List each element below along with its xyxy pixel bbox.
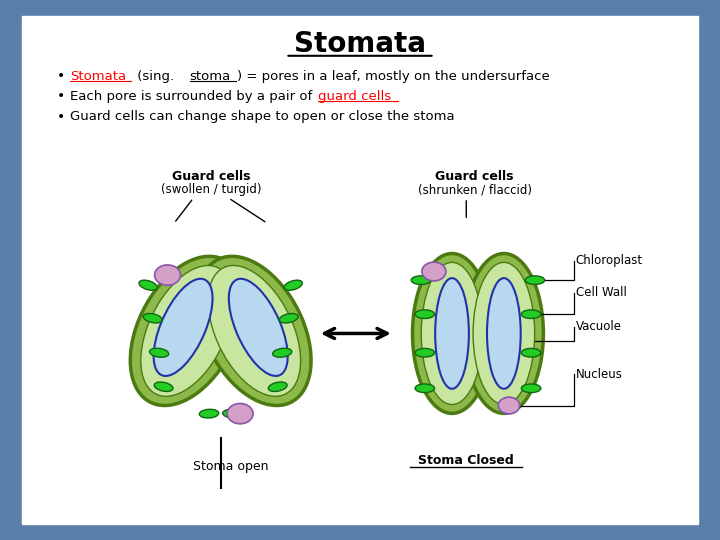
Ellipse shape — [269, 382, 287, 392]
Ellipse shape — [154, 382, 173, 392]
Ellipse shape — [130, 256, 243, 406]
Ellipse shape — [421, 262, 483, 404]
Ellipse shape — [526, 276, 545, 285]
Text: (sing.: (sing. — [132, 70, 178, 83]
Ellipse shape — [143, 314, 162, 323]
Text: •: • — [57, 69, 65, 83]
Text: Nucleus: Nucleus — [576, 368, 623, 381]
Text: stoma: stoma — [189, 70, 231, 83]
Ellipse shape — [141, 266, 233, 396]
Text: Stoma Closed: Stoma Closed — [418, 454, 514, 467]
Ellipse shape — [273, 348, 292, 357]
Ellipse shape — [413, 253, 492, 414]
Text: (shrunken / flaccid): (shrunken / flaccid) — [418, 184, 531, 197]
Text: (swollen / turgid): (swollen / turgid) — [161, 184, 261, 197]
Ellipse shape — [498, 397, 520, 414]
Ellipse shape — [229, 279, 288, 376]
Ellipse shape — [150, 348, 168, 357]
Ellipse shape — [199, 409, 219, 418]
Text: Chloroplast: Chloroplast — [576, 254, 643, 267]
Text: Guard cells: Guard cells — [171, 170, 251, 183]
Ellipse shape — [435, 278, 469, 389]
Text: •: • — [57, 90, 65, 103]
Text: Guard cells can change shape to open or close the stoma: Guard cells can change shape to open or … — [70, 110, 454, 123]
Text: Each pore is surrounded by a pair of: Each pore is surrounded by a pair of — [70, 90, 316, 103]
Ellipse shape — [487, 278, 521, 389]
Text: •: • — [57, 110, 65, 124]
Ellipse shape — [422, 262, 446, 281]
Ellipse shape — [415, 310, 435, 319]
Ellipse shape — [155, 265, 181, 285]
Ellipse shape — [411, 276, 431, 285]
Ellipse shape — [284, 280, 302, 291]
Ellipse shape — [153, 279, 212, 376]
Ellipse shape — [139, 280, 157, 291]
Text: Guard cells: Guard cells — [436, 170, 514, 183]
Ellipse shape — [521, 310, 541, 319]
Ellipse shape — [222, 409, 242, 418]
Ellipse shape — [415, 384, 435, 393]
Text: Stomata: Stomata — [70, 70, 126, 83]
Text: ) = pores in a leaf, mostly on the undersurface: ) = pores in a leaf, mostly on the under… — [237, 70, 549, 83]
Ellipse shape — [415, 348, 435, 357]
Text: Stomata: Stomata — [294, 30, 426, 58]
Ellipse shape — [521, 348, 541, 357]
Ellipse shape — [227, 403, 253, 424]
Text: Cell Wall: Cell Wall — [576, 286, 626, 299]
Ellipse shape — [208, 266, 300, 396]
Text: Stoma open: Stoma open — [193, 461, 268, 474]
Ellipse shape — [473, 262, 535, 404]
Text: Vacuole: Vacuole — [576, 320, 622, 333]
Ellipse shape — [521, 384, 541, 393]
Ellipse shape — [279, 314, 298, 323]
Ellipse shape — [198, 256, 311, 406]
Ellipse shape — [464, 253, 544, 414]
Text: guard cells: guard cells — [318, 90, 391, 103]
